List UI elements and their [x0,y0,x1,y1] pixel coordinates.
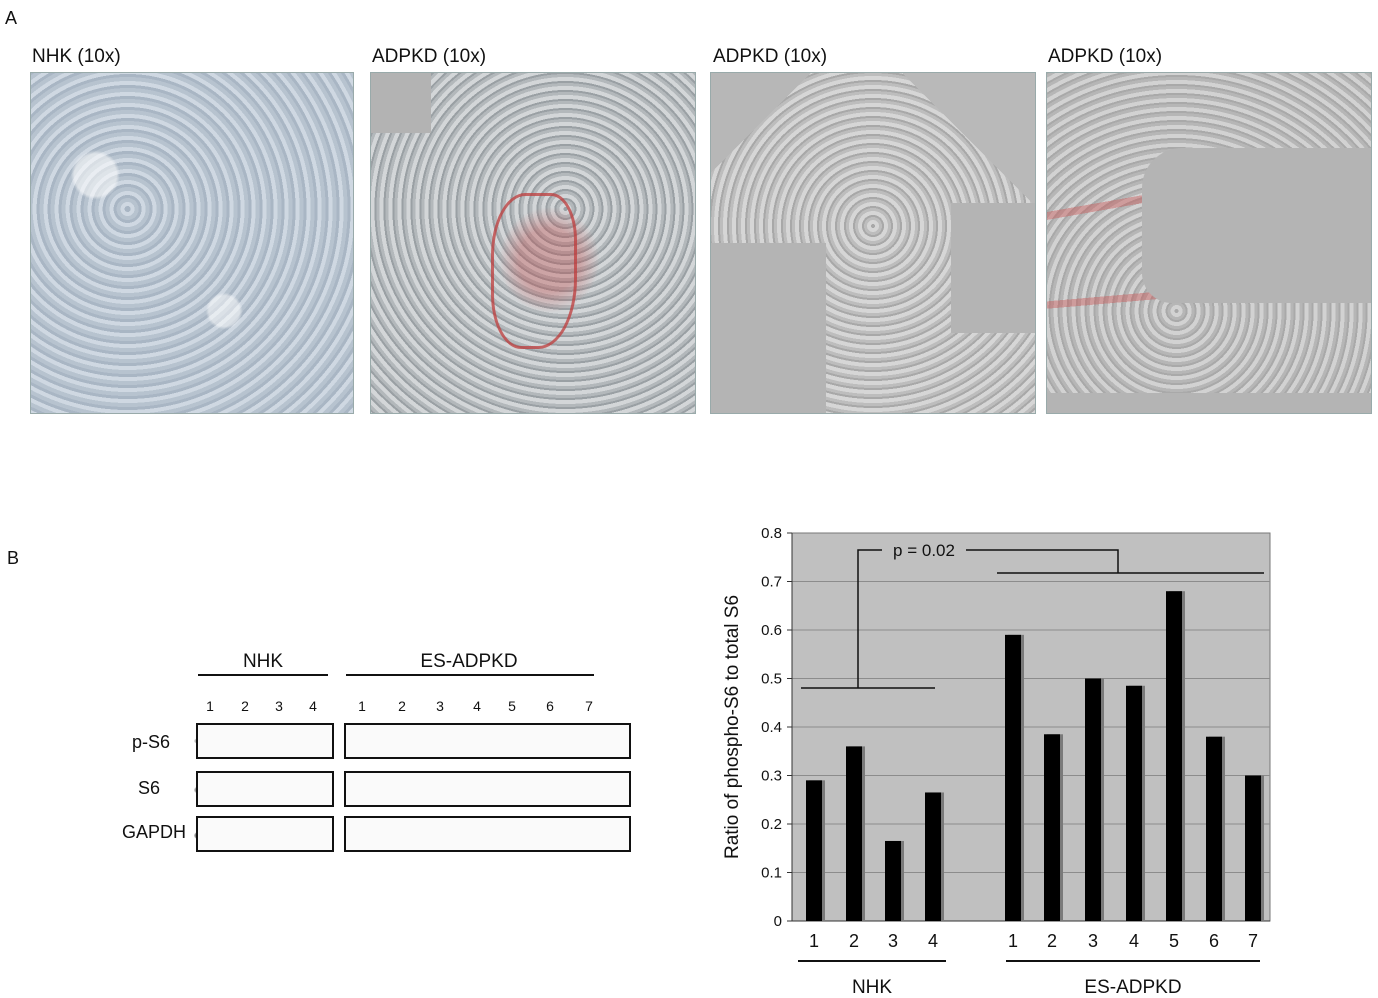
y-tick-label: 0.5 [761,671,782,688]
micrograph-adpkd-1 [370,72,696,414]
x-tick-label: 1 [809,931,819,951]
bar-nhk-3 [885,840,901,921]
blot-group-nhk: NHK [242,651,284,672]
blot-lane-nhk-1: 1 [206,698,214,714]
panel-b-letter: B [7,548,20,568]
x-tick-label: 2 [1047,931,1057,951]
blot-lane-nhk-4: 4 [309,698,317,714]
panel-a-letter: A [5,8,18,28]
blot-box-gapdh-nhk [196,816,334,852]
blot-box-ps6-nhk [196,723,334,759]
bracket-connector-right [966,549,1119,573]
bar-nhk-4 [925,792,941,921]
y-tick-label: 0.1 [761,865,782,882]
image-title-nhk: NHK (10x) [32,46,121,67]
x-tick-label: 4 [928,931,938,951]
p-value-annotation: p = 0.02 [893,541,955,560]
blot-lane-es-6: 6 [546,698,554,714]
x-tick-label: 7 [1248,931,1258,951]
x-tick-label: 3 [1088,931,1098,951]
micrograph-adpkd-3 [1046,72,1372,414]
bar-es-adpkd-3 [1085,678,1101,921]
y-tick-label: 0.7 [761,574,782,591]
bar-nhk-1 [806,780,822,921]
image-title-adpkd-2: ADPKD (10x) [713,46,828,67]
y-tick-label: 0.2 [761,816,782,833]
blot-lane-es-1: 1 [358,698,366,714]
bracket-connector-left [857,549,882,688]
x-tick-label: 3 [888,931,898,951]
x-tick-label: 4 [1129,931,1139,951]
blot-lane-nhk-2: 2 [241,698,249,714]
group-label-0: NHK [852,977,892,995]
blot-box-gapdh-es [344,816,631,852]
group-label-1: ES-ADPKD [1084,977,1181,995]
bar-es-adpkd-5 [1166,591,1182,921]
x-tick-label: 2 [849,931,859,951]
bar-es-adpkd-7 [1245,775,1261,921]
bar-chart: 0 0.1 0.2 0.3 0.4 0.5 0.6 0.7 0.8 Ratio of phosph… [722,525,1271,995]
bar-es-adpkd-4 [1126,685,1142,921]
bar-es-adpkd-6 [1206,736,1222,921]
bar-es-adpkd-2 [1044,734,1060,921]
micrograph-nhk [30,72,354,414]
y-axis-label: Ratio of phospho-S6 to total S6 [722,595,743,859]
blot-lane-es-2: 2 [398,698,406,714]
x-tick-label: 5 [1169,931,1179,951]
blot-lane-nhk-3: 3 [275,698,283,714]
image-title-adpkd-1: ADPKD (10x) [372,46,487,67]
bar-nhk-2 [846,746,862,921]
bar-es-adpkd-1 [1005,634,1021,921]
blot-box-ps6-es [344,723,631,759]
blot-row-label-gapdh: GAPDH [121,822,186,842]
blot-group-es-line [346,674,594,676]
micrograph-adpkd-2 [710,72,1036,414]
x-tick-label: 1 [1008,931,1018,951]
y-tick-label: 0.3 [761,768,782,785]
blot-group-es: ES-ADPKD [420,651,518,672]
blot-row-label-ps6: p-S6 [131,732,170,752]
blot-lane-es-5: 5 [508,698,516,714]
x-tick-label: 6 [1209,931,1219,951]
blot-lane-es-7: 7 [585,698,593,714]
blot-box-s6-es [344,771,631,807]
y-tick-label: 0 [774,913,782,930]
blot-box-s6-nhk [196,771,334,807]
blot-lane-es-4: 4 [473,698,481,714]
blot-group-nhk-line [198,674,328,676]
y-tick-label: 0.4 [761,719,782,736]
y-tick-label: 0.8 [761,525,782,542]
y-tick-label: 0.6 [761,622,782,639]
blot-row-label-s6: S6 [137,778,160,798]
blot-lane-es-3: 3 [436,698,444,714]
image-title-adpkd-3: ADPKD (10x) [1048,46,1163,67]
